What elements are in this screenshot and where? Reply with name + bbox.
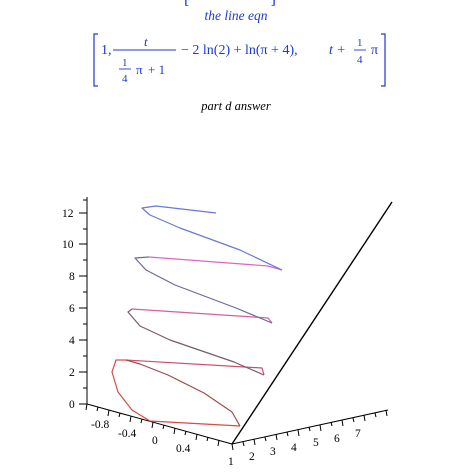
helix-curve [111,205,283,427]
bracket-left: ⌊ [184,0,190,8]
z-tick-label: 8 [69,271,75,283]
curve-segment [134,256,273,324]
z-tick-label: 2 [69,367,75,379]
y-tick-label: 4 [291,442,297,454]
x-tick-label: 0 [152,435,158,447]
curve-segment [127,308,265,376]
x-axis-ticks [85,403,220,447]
line-eqn-label: the line eqn [204,8,268,23]
curve-segment [141,205,283,271]
y-tick-label: 5 [313,437,319,449]
equation-left-bracket [93,33,98,87]
z-tick-label: 6 [69,303,75,315]
bracket-right: ⌋ [270,0,276,8]
y-tick-label: 3 [270,446,276,458]
last-fraction-numerator: 1 [357,37,363,49]
inner-fraction-denominator: 4 [122,73,128,85]
y-tick-label: 2 [249,451,255,463]
y-tick-label: 6 [334,433,340,445]
x-tick-label: -0.4 [118,428,136,440]
equation-first-term: 1, [101,43,112,58]
curve-segment [111,359,241,427]
equation-third-term: t + [329,43,346,58]
curve-segment [125,359,265,376]
curve-segment [148,256,283,271]
x-tick-label: -0.8 [91,419,109,431]
tangent-line [231,201,393,445]
y-axis-ticks [231,409,388,451]
denominator-plus-one: + 1 [148,62,165,77]
y-tick-label: 7 [355,428,361,440]
last-fraction-denominator: 4 [357,54,363,66]
y-axis: 1 2 3 4 5 6 7 [228,409,389,468]
x-tick-label: 0.4 [176,443,191,455]
y-tick-label: 1 [228,456,234,468]
z-axis: 0 2 4 6 8 10 12 [62,197,88,411]
previous-output-fragment: ⌊ ⌋ [184,0,276,8]
z-axis-ticks [79,199,87,405]
z-tick-label: 0 [69,399,75,411]
equation-middle-term: − 2 ln(2) + ln(π + 4), [181,43,298,58]
part-d-answer-label: part d answer [201,99,271,113]
denominator-pi: π [136,62,143,77]
y-axis-line [231,409,389,445]
z-tick-label: 12 [62,208,74,220]
z-tick-label: 10 [62,239,74,251]
z-tick-label: 4 [69,335,75,347]
curve-segment [125,359,241,427]
fraction-numerator: t [144,34,148,49]
curve-segment [131,308,273,324]
x-axis: -0.8 -0.4 0 0.4 [85,403,233,455]
line-equation: 1, t 1 4 π + 1 − 2 ln(2) + ln(π + 4), t … [93,33,386,87]
last-pi: π [371,43,378,58]
equation-right-bracket [381,33,386,87]
inner-fraction-numerator: 1 [122,57,128,69]
